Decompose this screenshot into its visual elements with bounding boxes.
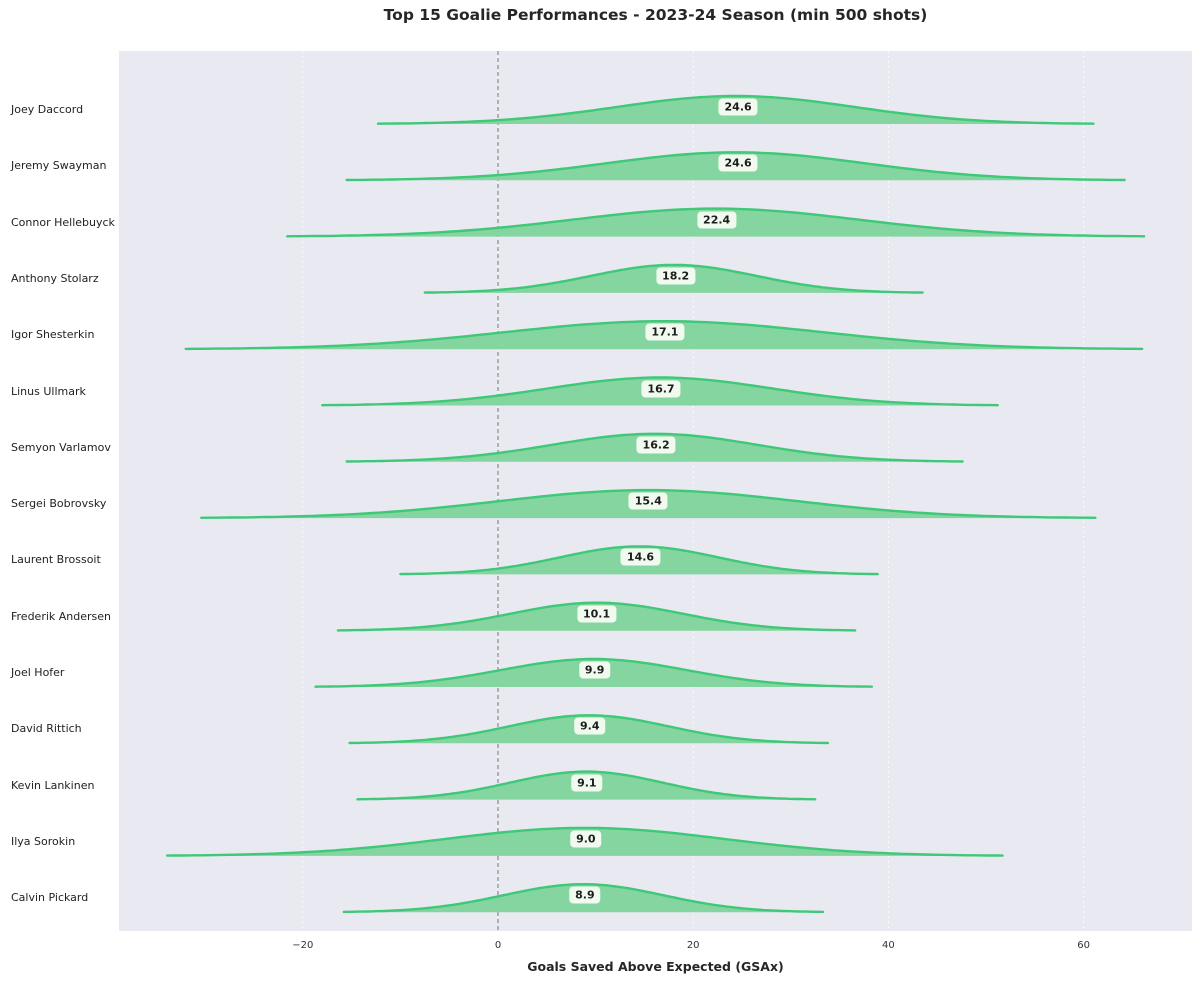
kde-curve [286,207,1146,238]
x-tick-label: 0 [494,940,502,951]
goalie-name-label: Semyon Varlamov [11,440,111,454]
kde-curve [399,545,879,576]
goalie-name-label: Joel Hofer [11,666,65,679]
goalie-name-label: Frederik Andersen [11,609,112,623]
goalie-name-label: Igor Shesterkin [11,328,95,342]
x-tick-label: 60 [1077,940,1090,951]
goalie-name-label: Anthony Stolarz [11,271,99,285]
goalie-name-label: Kevin Lankinen [11,778,95,792]
kde-curve [342,883,825,914]
gsax-value-badge: 16.7 [641,380,681,397]
gsax-value-badge: 15.4 [628,492,668,510]
gsax-value-badge: 9.9 [578,661,611,679]
gsax-value-badge: 9.1 [571,774,603,792]
ridgeline-svg [165,51,1146,931]
gsax-value-badge: 10.1 [576,605,617,623]
gsax-value-badge: 9.4 [573,717,606,735]
goalie-name-label: Calvin Pickard [11,891,89,905]
kde-curve [345,151,1126,182]
gsax-value-badge: 16.2 [636,436,676,454]
chart-title: Top 15 Goalie Performances - 2023-24 Sea… [383,6,928,24]
kde-curve [423,263,924,294]
goalie-name-label: Ilya Sorokin [11,834,76,848]
kde-curve [356,770,817,801]
gsax-value-badge: 14.6 [620,548,661,566]
goalie-name-label: Jeremy Swayman [11,159,107,173]
gsax-value-badge: 18.2 [656,267,696,285]
kde-curve [321,376,999,407]
goalie-name-label: Joey Daccord [11,103,84,116]
x-tick-label: 40 [882,940,895,951]
gsax-value-badge: 24.6 [718,98,758,116]
kde-curve [348,714,830,745]
kde-curve [165,826,1004,857]
gsax-value-badge: 24.6 [718,154,758,172]
goalie-name-label: David Rittich [11,722,82,736]
x-tick-label: 20 [686,940,700,951]
goalie-name-label: Connor Hellebuyck [11,215,115,229]
x-axis-title: Goals Saved Above Expected (GSAx) [527,959,784,974]
kde-curve [200,488,1097,519]
goalie-name-label: Laurent Brossoit [11,553,101,567]
plot-area: 24.6 24.6 22.4 18.2 17.1 16.7 16.2 15.4 14.6 10.1… [119,51,1192,931]
goalie-name-label: Sergei Bobrovsky [11,497,107,511]
gsax-value-badge: 22.4 [697,211,737,229]
kde-curve [345,432,964,463]
kde-curve [314,657,873,688]
x-tick-label: −20 [292,940,314,951]
gsax-value-badge: 17.1 [645,323,685,341]
gsax-value-badge: 9.0 [570,830,602,848]
goalie-name-label: Linus Ullmark [11,384,86,398]
kde-curve [184,320,1144,351]
kde-curve [376,94,1095,125]
gsax-value-badge: 8.9 [569,886,601,904]
kde-curve [336,601,857,632]
